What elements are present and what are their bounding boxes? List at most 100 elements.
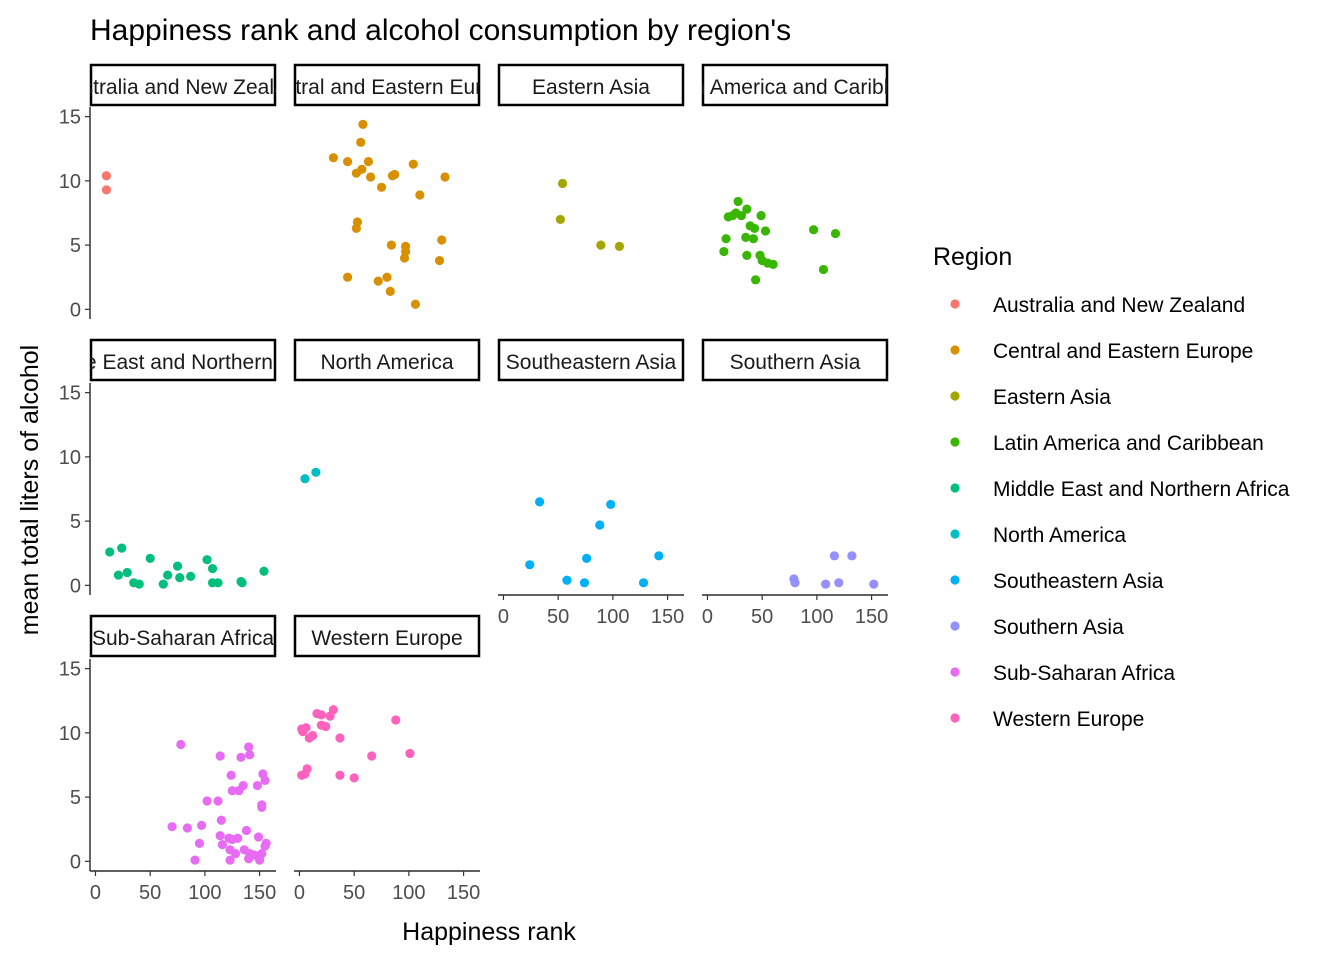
point-western-europe [391, 715, 401, 725]
point-southern-asia [790, 578, 800, 588]
point-central-and-eastern-europe [410, 299, 421, 309]
point-western-europe [316, 710, 326, 720]
x-tick-label: 100 [392, 882, 425, 904]
point-eastern-asia [614, 241, 625, 252]
x-tick-label: 0 [498, 606, 509, 628]
point-western-europe [335, 770, 345, 780]
point-central-and-eastern-europe [390, 169, 400, 180]
point-middle-east-and-northern-africa [207, 564, 218, 574]
legend-key [950, 713, 960, 723]
point-sub-saharan-africa [244, 742, 254, 752]
point-middle-east-and-northern-africa [113, 570, 124, 580]
legend-title: Region [933, 243, 1012, 271]
legend-item-middle-east-and-northern-africa: Middle East and Northern Africa [950, 478, 1290, 501]
point-latin-america-and-caribbean [741, 232, 751, 243]
point-sub-saharan-africa [197, 820, 207, 830]
facet-southern-asia: Southern Asia 0 50 100 150 [701, 338, 888, 628]
point-southeastern-asia [562, 575, 572, 585]
y-tick-label: 10 [59, 447, 81, 469]
point-eastern-asia [557, 178, 568, 189]
chart-title: Happiness rank and alcohol consumption b… [90, 14, 791, 47]
legend-key [950, 621, 960, 631]
legend-label: Middle East and Northern Africa [993, 478, 1290, 501]
facet-western-europe: Western Europe 0 50 100 150 [293, 614, 480, 904]
point-western-europe [349, 773, 359, 783]
point-southern-asia [834, 578, 844, 588]
point-latin-america-and-caribbean [760, 226, 771, 236]
y-tick-label: 15 [59, 107, 81, 129]
point-latin-america-and-caribbean [742, 250, 752, 260]
facet-strip-label: Eastern Asia [532, 76, 650, 99]
point-middle-east-and-northern-africa [122, 567, 132, 578]
point-middle-east-and-northern-africa [134, 579, 144, 589]
y-tick-label: 0 [70, 851, 81, 873]
point-central-and-eastern-europe [328, 153, 338, 163]
point-latin-america-and-caribbean [809, 225, 819, 235]
facet-eastern-asia: Eastern Asia [497, 63, 685, 252]
x-tick-label: 100 [188, 882, 221, 904]
facet-north-america: North America [293, 338, 481, 484]
point-southeastern-asia [525, 560, 535, 570]
legend-key [950, 299, 960, 309]
facet-strip-label: Sub-Saharan Africa [92, 627, 274, 650]
point-middle-east-and-northern-africa [186, 571, 196, 581]
point-central-and-eastern-europe [376, 182, 387, 192]
point-central-and-eastern-europe [363, 157, 373, 167]
legend: Region Australia and New Zealand Central … [933, 243, 1290, 731]
point-central-and-eastern-europe [399, 253, 410, 263]
point-middle-east-and-northern-africa [213, 578, 223, 588]
y-axis-title: mean total liters of alcohol [16, 345, 44, 635]
point-latin-america-and-caribbean [818, 264, 829, 275]
point-middle-east-and-northern-africa [175, 573, 185, 583]
point-sub-saharan-africa [227, 786, 237, 796]
point-sub-saharan-africa [260, 841, 270, 851]
legend-key [950, 667, 960, 677]
point-sub-saharan-africa [225, 855, 235, 865]
facet-strip-box [497, 338, 685, 382]
point-central-and-eastern-europe [358, 119, 368, 129]
y-tick-label: 0 [70, 575, 81, 597]
point-sub-saharan-africa [230, 849, 241, 859]
x-tick-label: 150 [243, 882, 276, 904]
point-western-europe [308, 730, 318, 741]
point-sub-saharan-africa [215, 751, 225, 761]
point-sub-saharan-africa [244, 854, 254, 864]
point-middle-east-and-northern-africa [105, 547, 115, 557]
facet-strip-box [293, 338, 481, 382]
legend-item-western-europe: Western Europe [950, 708, 1144, 731]
facet-strip-label: Southern Asia [730, 351, 861, 374]
point-sub-saharan-africa [252, 780, 262, 791]
y-tick-label: 10 [59, 723, 81, 745]
facet-strip-label: Western Europe [311, 627, 462, 650]
x-tick-label: 0 [90, 882, 101, 904]
x-tick-label: 50 [547, 606, 569, 628]
point-southeastern-asia [582, 553, 592, 563]
point-sub-saharan-africa [202, 796, 212, 806]
point-sub-saharan-africa [236, 752, 246, 762]
point-latin-america-and-caribbean [721, 234, 731, 244]
point-sub-saharan-africa [213, 796, 223, 806]
legend-label: North America [993, 524, 1126, 547]
facet-central-and-eastern-europe: Central and Eastern Europe [293, 63, 481, 309]
x-tick-label: 50 [751, 606, 773, 628]
legend-items: Australia and New Zealand Central and Eas… [950, 294, 1290, 731]
point-latin-america-and-caribbean [756, 210, 766, 221]
point-sub-saharan-africa [194, 838, 205, 848]
legend-item-central-and-eastern-europe: Central and Eastern Europe [950, 340, 1253, 363]
x-tick-label: 0 [702, 606, 713, 628]
facet-strip-box [701, 63, 889, 107]
x-tick-label: 50 [343, 882, 365, 904]
point-central-and-eastern-europe [351, 223, 361, 234]
facet-strip-label: Middle East and Northern Africa [35, 351, 332, 374]
legend-item-australia-and-new-zealand: Australia and New Zealand [950, 294, 1245, 317]
facet-middle-east-and-northern-africa: Middle East and Northern Africa 0 5 10 15 [35, 338, 332, 597]
point-sub-saharan-africa [216, 815, 226, 825]
facet-strip-label: North America [320, 351, 453, 374]
point-central-and-eastern-europe [385, 286, 395, 296]
x-tick-label: 50 [139, 882, 161, 904]
y-tick-label: 10 [59, 171, 81, 193]
point-western-europe [297, 770, 307, 780]
legend-label: Western Europe [993, 708, 1144, 731]
